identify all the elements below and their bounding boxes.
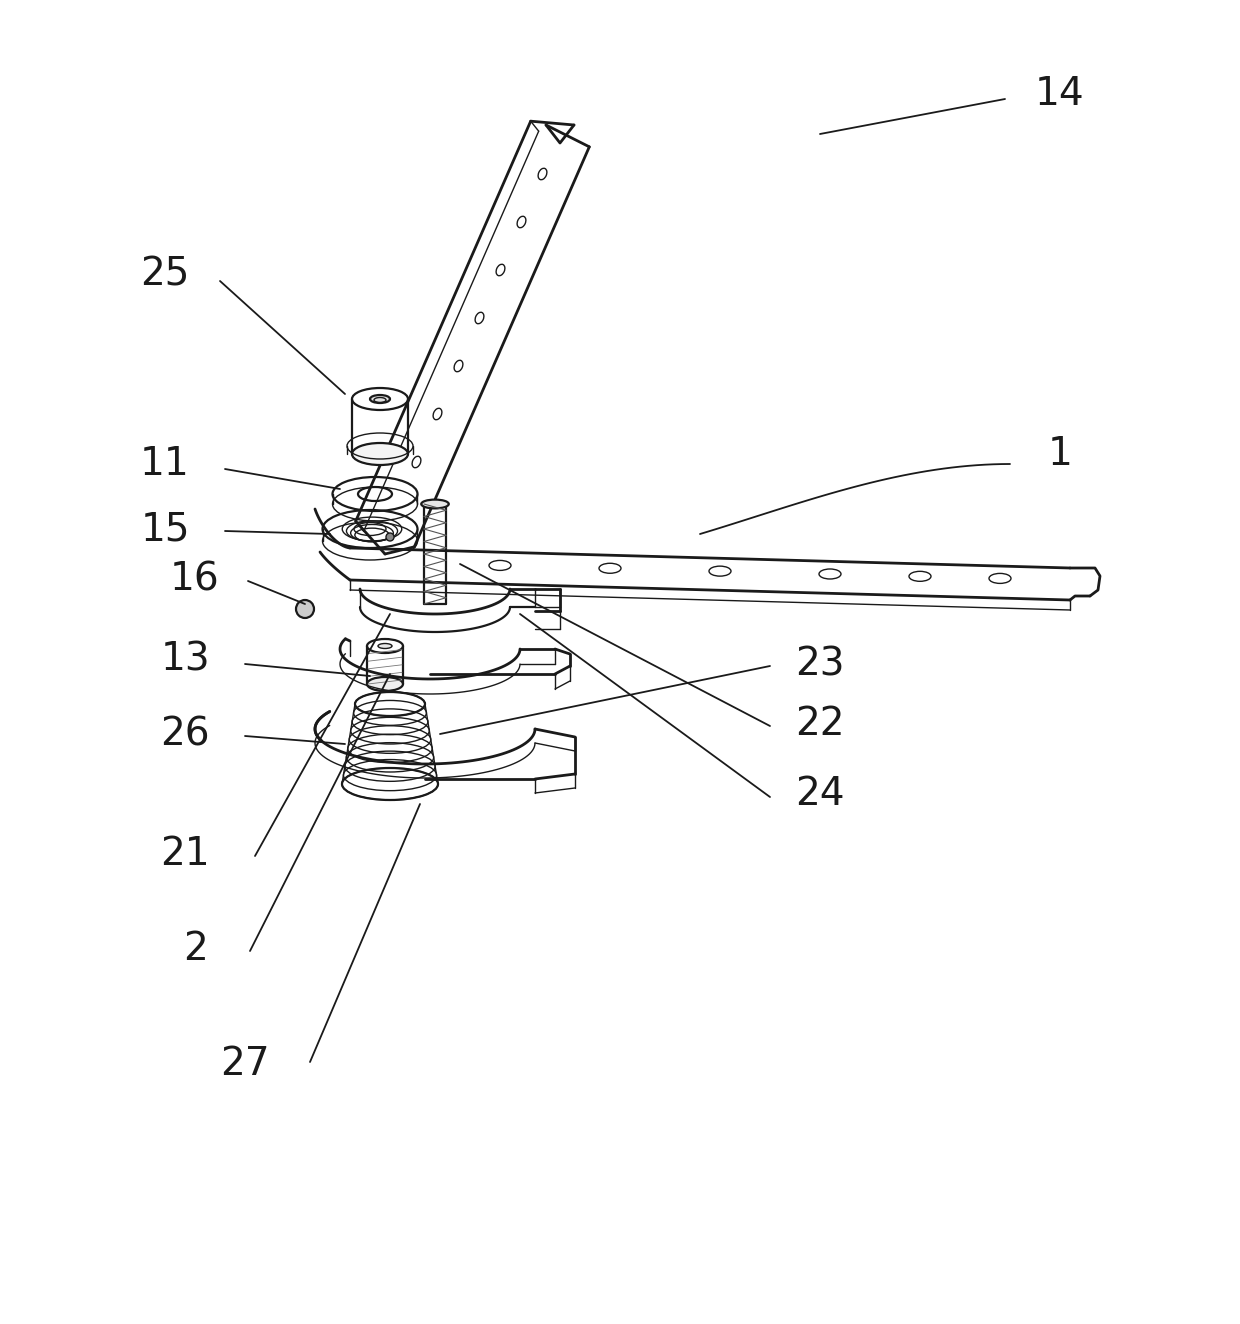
Ellipse shape — [378, 643, 392, 649]
Circle shape — [296, 600, 314, 618]
Ellipse shape — [370, 395, 391, 402]
Text: 24: 24 — [795, 775, 844, 813]
Text: 23: 23 — [795, 645, 844, 683]
Circle shape — [386, 534, 394, 542]
Text: 1: 1 — [1048, 436, 1073, 473]
Ellipse shape — [352, 444, 408, 465]
Text: 13: 13 — [160, 639, 210, 678]
Text: 14: 14 — [1035, 75, 1085, 113]
Text: 21: 21 — [160, 835, 210, 873]
Text: 11: 11 — [140, 445, 190, 483]
Text: 27: 27 — [221, 1045, 270, 1083]
Text: 25: 25 — [140, 256, 190, 293]
Text: 16: 16 — [170, 560, 219, 598]
Text: 26: 26 — [160, 715, 210, 753]
Text: 2: 2 — [182, 929, 207, 968]
Ellipse shape — [367, 677, 403, 691]
Ellipse shape — [422, 499, 449, 508]
Text: 22: 22 — [795, 704, 844, 743]
Text: 15: 15 — [140, 510, 190, 548]
